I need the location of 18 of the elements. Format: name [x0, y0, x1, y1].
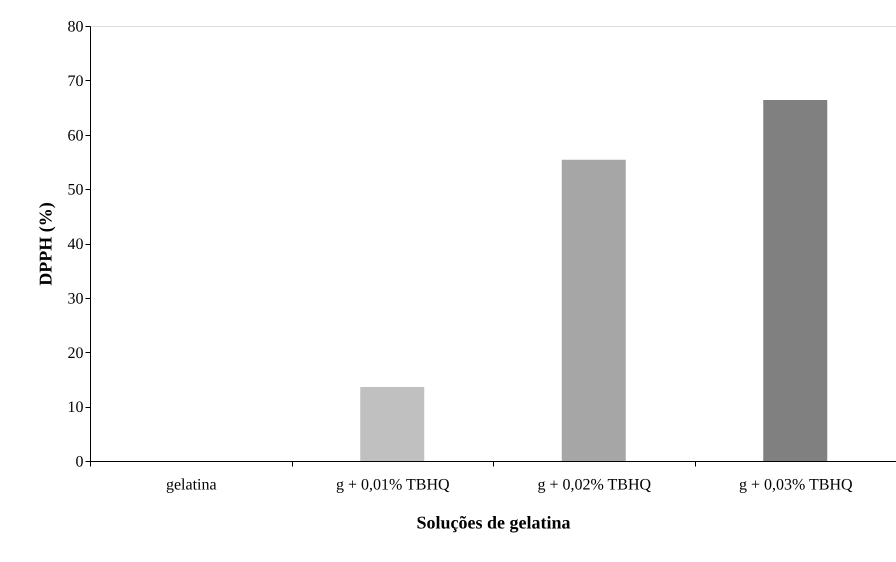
x-axis-title: Soluções de gelatina — [416, 512, 571, 532]
x-tick-label: gelatina — [166, 476, 217, 494]
y-tick-label: 50 — [68, 182, 84, 199]
y-axis-title: DPPH (%) — [36, 202, 56, 286]
bar — [360, 387, 424, 461]
y-tick-label: 10 — [68, 399, 84, 416]
bar — [763, 100, 828, 461]
y-tick-label: 20 — [68, 344, 84, 362]
y-tick-label: 80 — [68, 18, 84, 36]
x-tick-label: g + 0,01% TBHQ — [336, 476, 450, 494]
x-tick-label: g + 0,03% TBHQ — [738, 476, 853, 494]
x-tick-label: g + 0,02% TBHQ — [537, 476, 652, 494]
y-tick-label: 30 — [68, 290, 84, 308]
y-tick-label: 60 — [68, 127, 84, 144]
bar — [562, 160, 626, 461]
y-tick-label: 70 — [68, 72, 84, 90]
y-tick-label: 40 — [68, 236, 84, 253]
y-tick-label: 0 — [76, 454, 84, 470]
